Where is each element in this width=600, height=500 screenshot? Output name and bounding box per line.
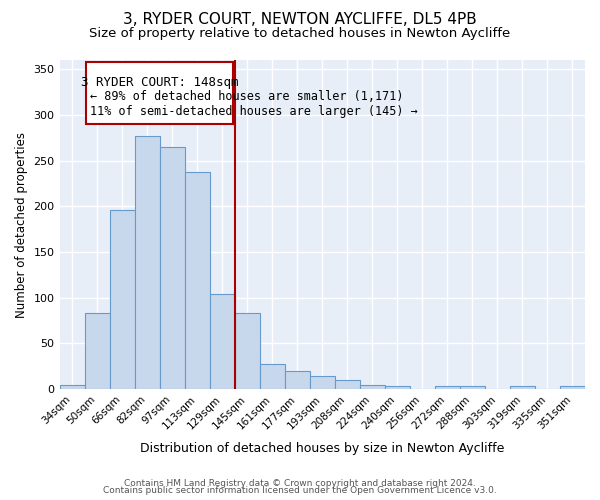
Text: Size of property relative to detached houses in Newton Aycliffe: Size of property relative to detached ho… <box>89 28 511 40</box>
Text: ← 89% of detached houses are smaller (1,171): ← 89% of detached houses are smaller (1,… <box>89 90 403 103</box>
Bar <box>85 314 110 389</box>
Text: Contains public sector information licensed under the Open Government Licence v3: Contains public sector information licen… <box>103 486 497 495</box>
Bar <box>310 376 335 389</box>
Text: 3, RYDER COURT, NEWTON AYCLIFFE, DL5 4PB: 3, RYDER COURT, NEWTON AYCLIFFE, DL5 4PB <box>123 12 477 28</box>
Text: Contains HM Land Registry data © Crown copyright and database right 2024.: Contains HM Land Registry data © Crown c… <box>124 478 476 488</box>
Bar <box>134 136 160 389</box>
Bar <box>360 384 385 389</box>
Bar <box>235 314 260 389</box>
X-axis label: Distribution of detached houses by size in Newton Aycliffe: Distribution of detached houses by size … <box>140 442 505 455</box>
Bar <box>160 147 185 389</box>
Bar <box>510 386 535 389</box>
Bar <box>560 386 585 389</box>
Bar <box>285 371 310 389</box>
Bar <box>185 172 209 389</box>
Bar <box>59 384 85 389</box>
Bar <box>260 364 285 389</box>
Bar <box>435 386 460 389</box>
Bar <box>335 380 360 389</box>
Y-axis label: Number of detached properties: Number of detached properties <box>15 132 28 318</box>
FancyBboxPatch shape <box>86 62 233 124</box>
Text: 3 RYDER COURT: 148sqm: 3 RYDER COURT: 148sqm <box>81 76 238 90</box>
Bar <box>110 210 134 389</box>
Bar <box>385 386 410 389</box>
Bar <box>460 386 485 389</box>
Bar <box>209 294 235 389</box>
Text: 11% of semi-detached houses are larger (145) →: 11% of semi-detached houses are larger (… <box>89 105 418 118</box>
